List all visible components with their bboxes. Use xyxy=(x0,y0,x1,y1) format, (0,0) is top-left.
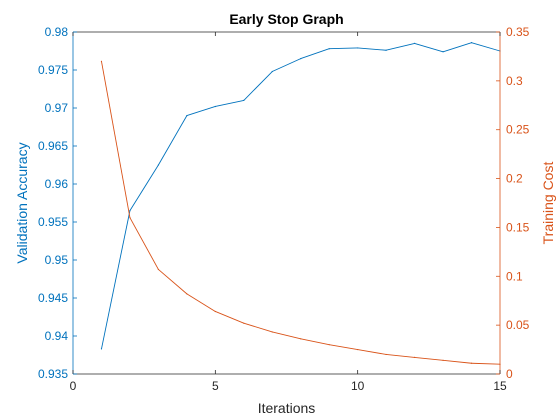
y-right-tick-label: 0.15 xyxy=(506,220,530,234)
series-segment xyxy=(158,115,188,166)
series-segment xyxy=(386,42,415,51)
y-right-tick-label: 0.35 xyxy=(506,25,530,39)
y-left-tick-label: 0.94 xyxy=(45,329,69,343)
y-left-tick-label: 0.98 xyxy=(45,25,69,39)
series-segment xyxy=(386,354,415,358)
series-segment xyxy=(442,42,472,53)
series-segment xyxy=(471,362,501,365)
y-left-tick-label: 0.95 xyxy=(45,253,69,267)
data-point xyxy=(186,293,188,295)
data-point xyxy=(129,210,131,212)
y-left-axis-title: Validation Accuracy xyxy=(14,142,30,263)
data-point xyxy=(214,310,216,313)
series-segment xyxy=(129,164,159,211)
y-right-tick-label: 0 xyxy=(506,367,513,381)
data-point xyxy=(357,348,359,351)
series-segment xyxy=(471,42,501,52)
data-point xyxy=(100,60,103,62)
x-tick-label: 15 xyxy=(493,379,507,393)
y-right-tick-label: 0.1 xyxy=(506,269,523,283)
data-point xyxy=(414,356,416,358)
data-point xyxy=(442,51,444,53)
axes-layer xyxy=(72,31,501,375)
y-left-tick-label: 0.965 xyxy=(38,139,68,153)
series-training-cost xyxy=(100,60,501,365)
series-segment xyxy=(101,61,131,218)
series-segment xyxy=(414,42,444,53)
series-segment xyxy=(186,106,216,117)
data-point xyxy=(186,115,188,117)
series-layer xyxy=(100,42,501,365)
plot-area xyxy=(73,32,500,374)
x-axis-title: Iterations xyxy=(258,400,316,416)
series-segment xyxy=(443,359,472,364)
series-segment xyxy=(272,58,301,72)
y-left-tick-label: 0.935 xyxy=(38,367,68,381)
data-point xyxy=(300,58,302,60)
data-point xyxy=(328,344,330,346)
series-validation-accuracy xyxy=(100,42,501,350)
data-point xyxy=(243,99,245,101)
chart-title: Early Stop Graph xyxy=(229,11,343,27)
data-point xyxy=(414,42,416,45)
x-tick-label: 10 xyxy=(351,379,365,393)
series-segment xyxy=(186,293,216,312)
series-segment xyxy=(357,47,387,51)
series-segment xyxy=(414,356,444,361)
data-point xyxy=(157,164,159,166)
series-segment xyxy=(329,344,358,351)
y-left-tick-label: 0.97 xyxy=(45,101,69,115)
series-segment xyxy=(129,217,159,270)
series-segment xyxy=(300,48,330,60)
series-segment xyxy=(215,99,244,107)
series-segment xyxy=(272,331,301,340)
y-right-tick-label: 0.25 xyxy=(506,123,530,137)
data-point xyxy=(300,338,302,340)
ticks-layer: 0 5 10 15 0.935 0.94 0.945 0.95 0.955 0.96 0.965 0.… xyxy=(38,25,530,393)
series-segment xyxy=(215,311,244,324)
series-segment xyxy=(158,269,188,295)
series-segment xyxy=(243,322,273,333)
data-point xyxy=(214,105,216,108)
data-point xyxy=(357,47,359,49)
data-point xyxy=(385,49,387,51)
y-right-tick-label: 0.05 xyxy=(506,318,530,332)
data-point xyxy=(129,217,131,219)
data-point xyxy=(271,70,273,73)
plot-background xyxy=(73,32,500,374)
data-point xyxy=(328,48,330,50)
data-point xyxy=(157,268,159,271)
y-right-tick-label: 0.2 xyxy=(506,172,523,186)
data-point xyxy=(385,353,387,356)
x-tick-label: 5 xyxy=(212,379,219,393)
y-left-tick-label: 0.975 xyxy=(38,63,68,77)
data-point xyxy=(271,331,273,333)
data-point xyxy=(470,362,473,364)
y-left-tick-label: 0.96 xyxy=(45,177,69,191)
data-point xyxy=(470,42,473,44)
data-point xyxy=(243,322,245,324)
series-segment xyxy=(300,338,330,346)
y-right-axis-title: Training Cost xyxy=(540,162,556,245)
y-left-tick-label: 0.955 xyxy=(38,215,68,229)
x-tick-label: 0 xyxy=(70,379,77,393)
series-segment xyxy=(243,71,273,101)
y-left-tick-label: 0.945 xyxy=(38,291,68,305)
series-segment xyxy=(357,349,387,355)
y-right-tick-label: 0.3 xyxy=(506,74,523,88)
series-segment xyxy=(329,47,358,50)
series-segment xyxy=(101,210,131,350)
data-point xyxy=(442,359,444,361)
data-point xyxy=(100,348,103,350)
